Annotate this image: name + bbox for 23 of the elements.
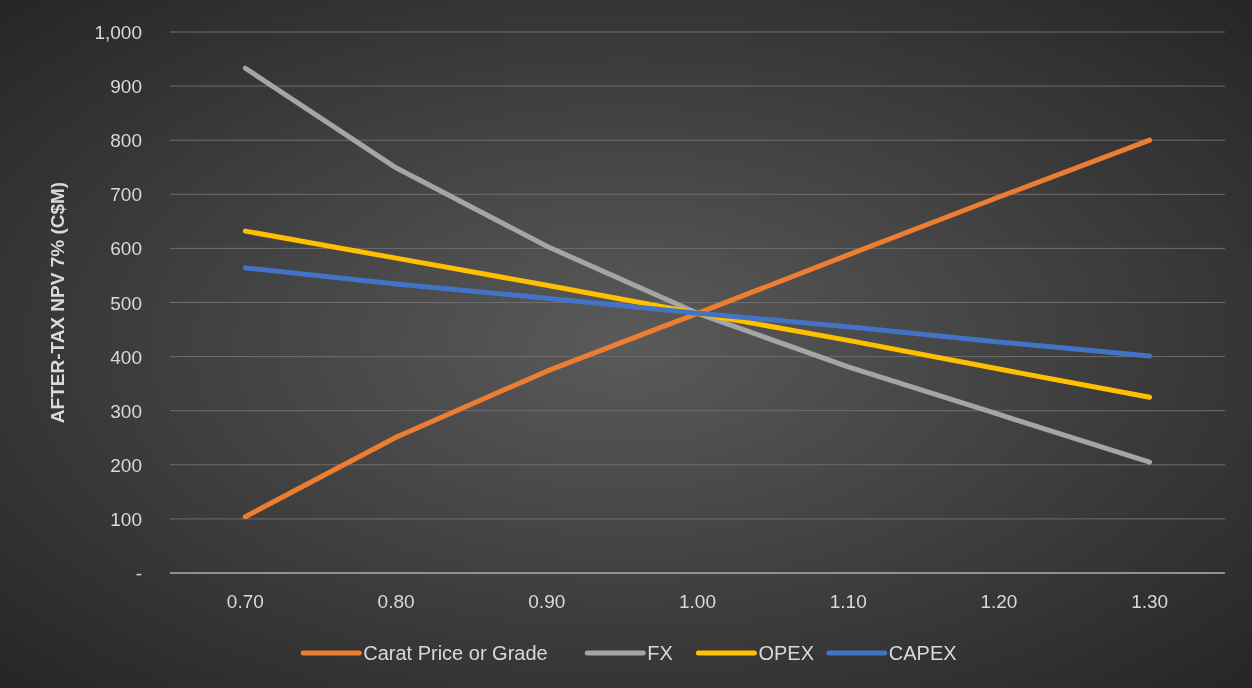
y-tick-label: 200 (110, 454, 142, 476)
x-tick-label: 0.70 (226, 591, 264, 612)
y-axis-title: AFTER-TAX NPV 7% (C$M) (47, 181, 68, 424)
y-tick-label: 300 (110, 400, 142, 422)
y-tick-label: 800 (110, 130, 142, 152)
y-tick-label: - (135, 563, 142, 584)
x-tick-label: 1.20 (980, 591, 1018, 612)
y-tick-label: 500 (110, 292, 142, 314)
x-tick-label: 1.30 (1131, 591, 1169, 612)
y-tick-label: 400 (110, 346, 142, 368)
y-tick-label: 600 (110, 238, 142, 260)
x-tick-label: 0.90 (528, 591, 566, 612)
y-tick-label: 900 (110, 76, 142, 98)
y-tick-label: 100 (110, 508, 142, 530)
legend-label: OPEX (758, 642, 814, 664)
x-tick-label: 1.10 (829, 591, 867, 612)
x-tick-label: 0.80 (377, 591, 415, 612)
y-tick-label: 1,000 (94, 22, 142, 43)
y-tick-label: 700 (110, 184, 142, 206)
x-tick-label: 1.00 (679, 591, 716, 612)
legend-label: Carat Price or Grade (363, 642, 548, 664)
legend-label: FX (647, 642, 673, 664)
legend-label: CAPEX (888, 642, 957, 664)
